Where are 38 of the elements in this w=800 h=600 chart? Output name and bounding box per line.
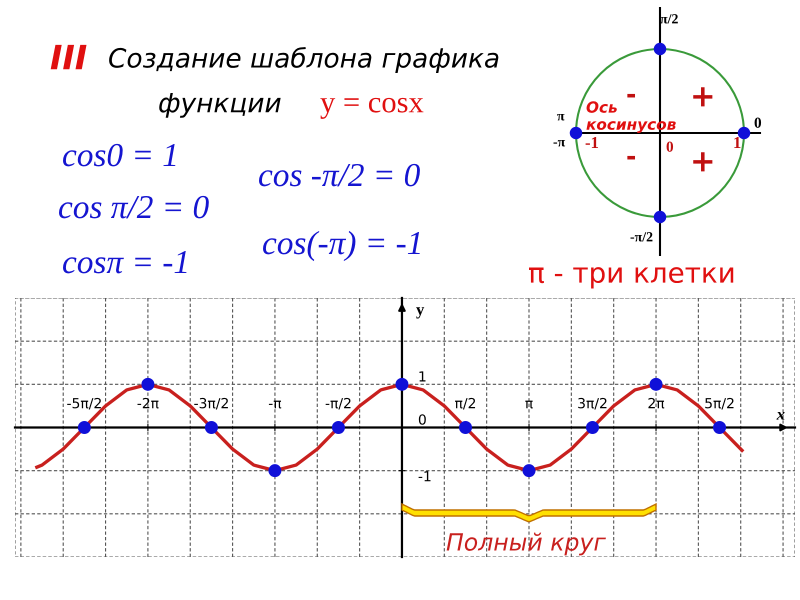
text: cos0 = 1 (63, 144, 176, 166)
text: -π/2 (630, 232, 652, 242)
y-tick-label: -1 (418, 471, 431, 482)
x-tick-label: -3π/2 (194, 398, 228, 410)
text: cos -π/2 = 0 (259, 164, 420, 186)
text: π - три клетки (529, 267, 734, 288)
text: - (627, 94, 636, 98)
annotation: Полный круг (446, 532, 606, 556)
text: π/2 (660, 14, 678, 24)
text: 1 (734, 137, 740, 148)
x-tick-label: -π/2 (326, 398, 350, 410)
text: III (50, 44, 87, 70)
text: cos π/2 = 0 (59, 196, 209, 218)
text: 0 (754, 118, 762, 128)
text: -1 (586, 137, 598, 148)
y-axis-title: y (416, 307, 424, 319)
x-tick-label: π (525, 400, 533, 408)
text: 0 (666, 142, 674, 152)
x-tick-label: 5π/2 (705, 398, 734, 410)
text: cos(-π) = -1 (263, 230, 420, 262)
text: π (557, 114, 564, 120)
x-axis-title: x (776, 412, 785, 420)
text: функции (159, 93, 281, 118)
x-tick-label: 2π (648, 398, 664, 408)
chart-title: Создание шаблона графика (109, 47, 498, 73)
y-tick-label: 0 (418, 414, 426, 425)
x-tick-label: -π (268, 400, 282, 408)
text: - (627, 156, 636, 160)
text: y = cosx (320, 98, 424, 119)
x-tick-label: -2π (137, 398, 159, 408)
text: cosπ = -1 (63, 251, 186, 274)
text: + (693, 152, 712, 172)
x-tick-label: 3π/2 (578, 398, 606, 410)
y-tick-label: 1 (419, 371, 426, 382)
text: + (693, 87, 712, 106)
x-tick-label: -5π/2 (67, 398, 101, 410)
x-tick-label: π/2 (455, 398, 476, 410)
text: -π (554, 140, 566, 146)
